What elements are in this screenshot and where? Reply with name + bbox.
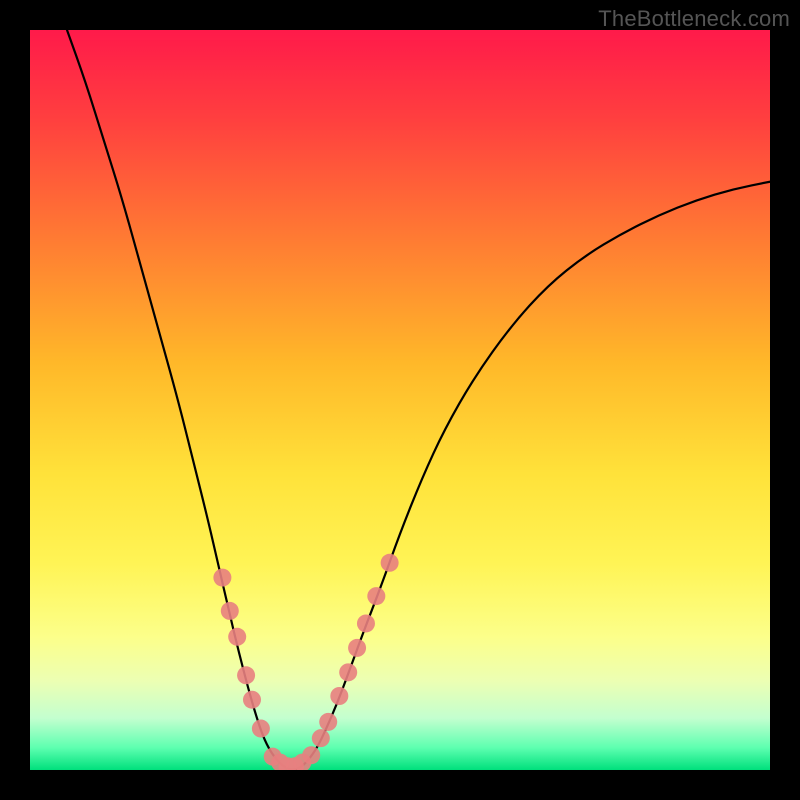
marker-dot xyxy=(339,663,357,681)
marker-dot xyxy=(312,729,330,747)
marker-dot xyxy=(367,587,385,605)
marker-dot xyxy=(237,666,255,684)
marker-dot xyxy=(213,569,231,587)
marker-dot xyxy=(357,614,375,632)
marker-dot xyxy=(330,687,348,705)
watermark-text: TheBottleneck.com xyxy=(598,6,790,32)
marker-dot xyxy=(319,713,337,731)
marker-dot xyxy=(302,746,320,764)
marker-dot xyxy=(252,720,270,738)
plot-area xyxy=(30,30,770,770)
bottleneck-curve xyxy=(67,30,770,769)
marker-dot xyxy=(243,691,261,709)
marker-dot xyxy=(228,628,246,646)
curve-layer xyxy=(30,30,770,770)
marker-dot xyxy=(381,554,399,572)
marker-dot xyxy=(348,639,366,657)
marker-dot xyxy=(221,602,239,620)
